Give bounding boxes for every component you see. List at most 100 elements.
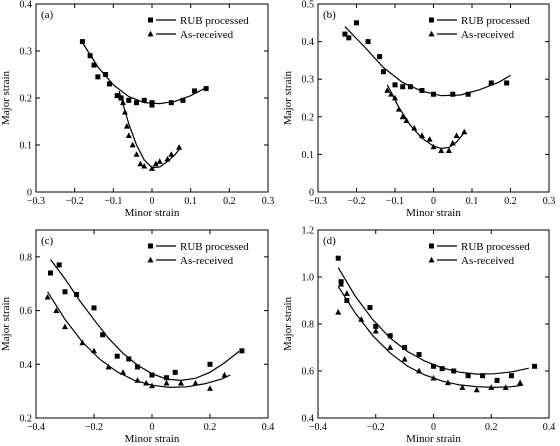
series-as-received (384, 84, 468, 154)
y-tick-label: 0.4 (302, 414, 315, 425)
data-point-square (450, 91, 456, 97)
data-point-triangle (445, 147, 452, 154)
data-point-triangle (164, 155, 171, 162)
data-point-square (402, 345, 408, 350)
data-point-square (172, 369, 178, 375)
data-point-square (431, 91, 436, 97)
data-point-triangle (105, 363, 112, 370)
panel-c: −0.4 −0.2 0 0.2 0.4 0.2 0.4 0.6 0.8 Minor strain M… (0, 229, 274, 445)
data-point-square (400, 84, 406, 90)
x-tick-label: 0.1 (184, 196, 197, 207)
y-tick-label: 0.2 (302, 112, 315, 123)
data-point-square (91, 62, 97, 68)
legend-marker-triangle (147, 256, 154, 263)
data-point-triangle (411, 124, 418, 131)
data-point-triangle (156, 158, 163, 164)
data-point-triangle (426, 136, 433, 142)
legend-entry: RUB processed (180, 15, 249, 27)
data-point-triangle (399, 113, 406, 120)
y-tick-label: 0.6 (302, 367, 315, 378)
data-point-square (380, 69, 386, 75)
data-point-triangle (372, 327, 379, 334)
legend-marker-triangle (428, 30, 435, 37)
y-tick-label: 0.4 (302, 37, 315, 48)
data-point-square (114, 93, 120, 99)
data-point-square (354, 20, 359, 26)
data-point-square (149, 372, 155, 378)
y-tick-label: 0 (309, 188, 314, 199)
x-axis-label: Minor strain (406, 433, 461, 445)
data-point-square (134, 100, 140, 106)
data-point-triangle (473, 386, 480, 393)
data-point-triangle (444, 379, 451, 386)
legend-entry: As-received (180, 255, 234, 267)
data-point-square (342, 31, 348, 37)
legend-entry: RUB processed (461, 241, 530, 253)
panel-label: (b) (323, 9, 336, 21)
series-rub-processed (79, 39, 209, 108)
data-point-triangle (388, 91, 395, 97)
panel-a: −0.3 −0.2 −0.1 0 0.1 0.2 0.3 0 0.1 0.2 0.3 0.4 Minor… (0, 0, 274, 219)
data-point-triangle (79, 339, 86, 346)
data-point-square (126, 97, 132, 103)
series-rub-processed (342, 20, 511, 97)
data-point-square (114, 353, 120, 359)
y-tick-label: 0.4 (20, 360, 33, 371)
data-point-triangle (125, 132, 132, 138)
data-point-square (87, 53, 93, 59)
data-point-square (74, 291, 80, 297)
data-point-triangle (392, 94, 398, 101)
y-tick-label: 0.6 (20, 306, 33, 317)
y-tick-label: 0.3 (20, 47, 33, 58)
panel-label: (c) (41, 235, 54, 247)
data-point-triangle (502, 384, 509, 390)
data-point-triangle (343, 290, 350, 296)
data-point-triangle (149, 165, 155, 171)
data-point-triangle (91, 347, 97, 354)
y-axis-label: Major strain (282, 296, 294, 351)
data-point-triangle (143, 379, 150, 386)
data-point-triangle (395, 106, 402, 112)
y-axis-label: Major strain (0, 296, 12, 351)
data-point-triangle (401, 356, 408, 362)
data-point-square (192, 88, 198, 94)
data-point-triangle (403, 117, 410, 123)
data-point-triangle (438, 147, 445, 154)
data-point-square (416, 352, 422, 358)
y-axis-label: Major strain (282, 70, 294, 125)
data-point-square (480, 373, 486, 379)
data-point-square (168, 100, 174, 106)
data-point-triangle (221, 371, 228, 378)
y-tick-label: 0.8 (20, 252, 33, 263)
data-point-triangle (152, 160, 159, 167)
data-point-square (91, 305, 97, 311)
x-tick-label: −0.2 (66, 196, 84, 207)
data-point-square (439, 366, 445, 372)
y-axis-label: Major strain (0, 70, 12, 125)
data-point-triangle (178, 379, 184, 386)
legend-marker-square (148, 17, 153, 23)
y-tick-label: 1.2 (302, 226, 315, 237)
panel-d: −0.4 −0.2 0 0.2 0.4 0.4 0.6 0.8 1.0 1.2 Minor stra… (282, 226, 555, 446)
data-point-triangle (358, 316, 365, 322)
data-point-triangle (517, 379, 524, 386)
data-point-square (504, 80, 510, 86)
legend-marker-triangle (147, 30, 154, 37)
data-point-square (141, 97, 147, 103)
data-point-square (180, 97, 186, 103)
x-tick-label: 0.1 (466, 196, 479, 207)
x-tick-label: −0.4 (309, 422, 327, 433)
legend: RUB processed As-received (428, 241, 530, 267)
data-point-triangle (453, 132, 460, 138)
data-point-square (149, 102, 155, 108)
data-point-triangle (129, 141, 136, 148)
data-point-square (79, 39, 85, 45)
data-point-triangle (121, 108, 128, 115)
data-point-triangle (176, 144, 183, 150)
x-tick-label: 0 (150, 422, 155, 433)
data-point-square (100, 332, 106, 338)
data-point-triangle (123, 123, 130, 129)
data-point-square (164, 375, 169, 381)
panel-label: (d) (323, 235, 336, 247)
data-point-triangle (137, 160, 144, 167)
